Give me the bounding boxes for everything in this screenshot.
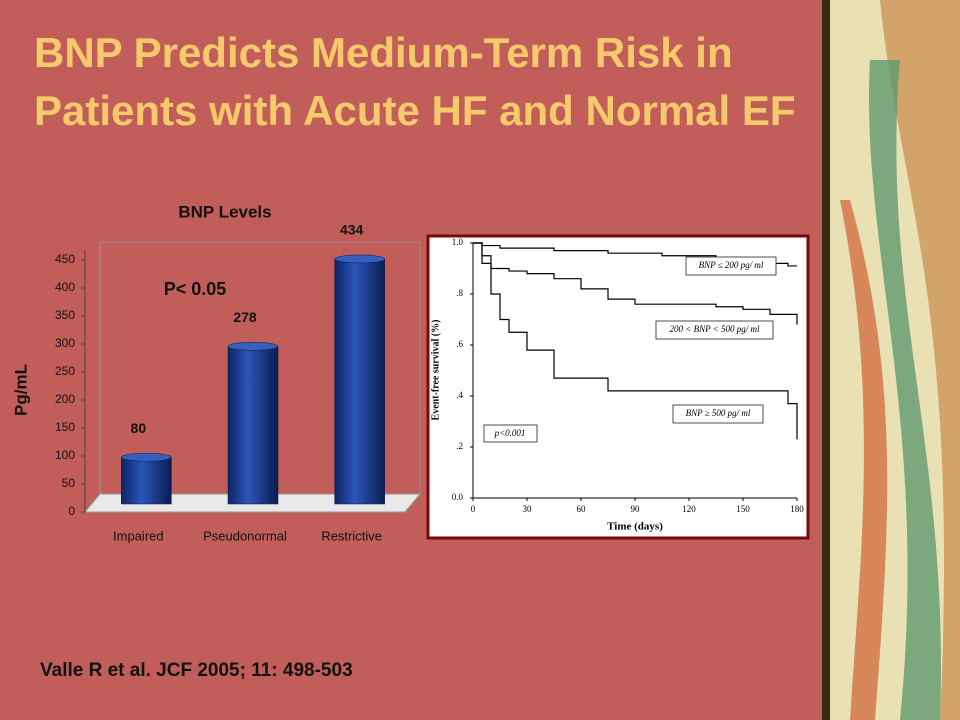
y-tick-label: .6: [456, 339, 463, 349]
legend-label: BNP ≥ 500 pg/ ml: [686, 408, 751, 418]
divider: [822, 0, 830, 720]
bar: [334, 258, 385, 505]
y-tick-label: 450: [55, 252, 75, 266]
y-tick-label: 0.0: [452, 492, 464, 502]
y-tick-label: 350: [55, 308, 75, 322]
x-tick-label: 60: [577, 504, 587, 514]
legend-box: [685, 256, 777, 276]
legend-label: BNP ≤ 200 pg/ ml: [699, 260, 764, 270]
value-label: 434: [340, 222, 364, 238]
y-tick-label: 150: [55, 420, 75, 434]
x-tick-label: 0: [471, 504, 476, 514]
value-label: 80: [131, 420, 147, 436]
y-tick-label: 200: [55, 392, 75, 406]
y-tick-label: .8: [456, 288, 463, 298]
y-tick-label: 300: [55, 336, 75, 350]
x-tick-label: 150: [736, 504, 750, 514]
annotation: P< 0.05: [164, 279, 227, 299]
km-frame: [426, 234, 810, 540]
y-tick-label: 250: [55, 364, 75, 378]
annotation: p<0.001: [494, 428, 526, 438]
legend-box: [655, 320, 774, 340]
y-tick-label: 1.0: [452, 237, 464, 247]
slide-title: BNP Predicts Medium-Term Risk in Patient…: [34, 29, 796, 134]
bar-top: [121, 452, 172, 462]
survival-curve: [473, 242, 798, 440]
bar-top: [334, 254, 385, 264]
decor: [880, 0, 960, 720]
legend-label: 200 < BNP < 500 pg/ ml: [670, 324, 760, 334]
y-tick-label: 100: [55, 448, 75, 462]
y-axis-label: Event-free survival (%): [430, 320, 441, 421]
x-tick-label: 30: [523, 504, 533, 514]
back-wall: [100, 241, 421, 494]
y-tick-label: .4: [456, 390, 463, 400]
bar: [227, 346, 279, 505]
x-tick-label: Restrictive: [321, 528, 382, 543]
y-axis-label: Pg/mL: [11, 364, 30, 416]
x-tick-label: 180: [790, 504, 804, 514]
decor: [840, 200, 888, 720]
y-tick-label: 0: [68, 504, 75, 518]
x-tick-label: 90: [631, 504, 641, 514]
annotation-box: [483, 424, 538, 443]
value-label: 278: [233, 309, 257, 325]
x-axis-label: Time (days): [607, 521, 663, 533]
survival-curve: [473, 242, 798, 325]
chart-title: BNP Levels: [178, 202, 271, 221]
x-tick-label: Impaired: [113, 528, 164, 543]
bar-top: [227, 342, 279, 351]
legend-box: [672, 404, 764, 424]
x-tick-label: 120: [682, 504, 696, 514]
decor: [869, 60, 941, 720]
y-tick-label: 400: [55, 280, 75, 294]
citation: Valle R et al. JCF 2005; 11: 498-503: [40, 660, 353, 681]
y-tick-label: 50: [62, 476, 76, 490]
y-tick-label: .2: [456, 441, 463, 451]
x-tick-label: Pseudonormal: [203, 528, 287, 543]
bar: [121, 456, 172, 505]
